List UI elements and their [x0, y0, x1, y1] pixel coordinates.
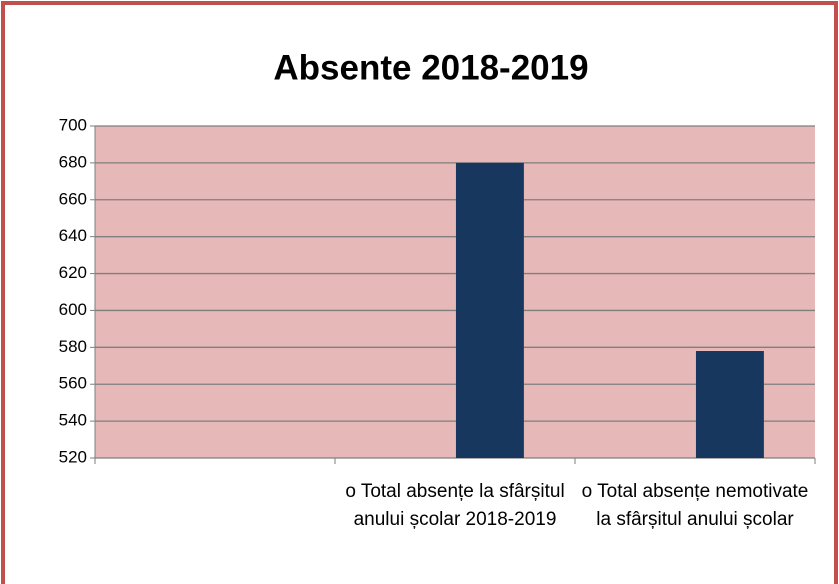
y-tick-label: 640 [59, 226, 87, 245]
y-tick-label: 580 [59, 337, 87, 356]
x-tick-label: o Total absențe la sfârșitul anului școl… [345, 481, 565, 530]
chart-title: Absente 2018-2019 [273, 48, 588, 87]
y-tick-label: 660 [59, 189, 87, 208]
y-tick-label: 560 [59, 374, 87, 393]
y-tick-label: 620 [59, 263, 87, 282]
bar [455, 162, 524, 458]
y-tick-label: 700 [59, 115, 87, 134]
y-tick-label: 600 [59, 300, 87, 319]
bar [695, 351, 764, 458]
y-tick-label: 540 [59, 411, 87, 430]
y-tick-label: 520 [59, 447, 87, 466]
x-tick-label: o Total absențe nemotivate la sfârșitul … [581, 481, 809, 530]
y-tick-label: 680 [59, 152, 87, 171]
plot-area [95, 126, 815, 458]
